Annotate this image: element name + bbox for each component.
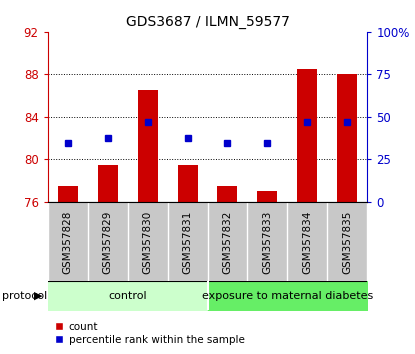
Text: control: control [108,291,147,301]
Bar [58,186,78,202]
Text: exposure to maternal diabetes: exposure to maternal diabetes [202,291,373,301]
Bar [337,74,357,202]
Text: ▶: ▶ [34,291,43,301]
Bar [98,165,117,202]
Bar [298,69,317,202]
Bar [138,90,158,202]
Text: protocol: protocol [2,291,47,301]
Legend: count, percentile rank within the sample: count, percentile rank within the sample [51,317,249,349]
Bar [257,191,277,202]
Bar [178,165,198,202]
Title: GDS3687 / ILMN_59577: GDS3687 / ILMN_59577 [126,16,289,29]
Bar [217,186,237,202]
